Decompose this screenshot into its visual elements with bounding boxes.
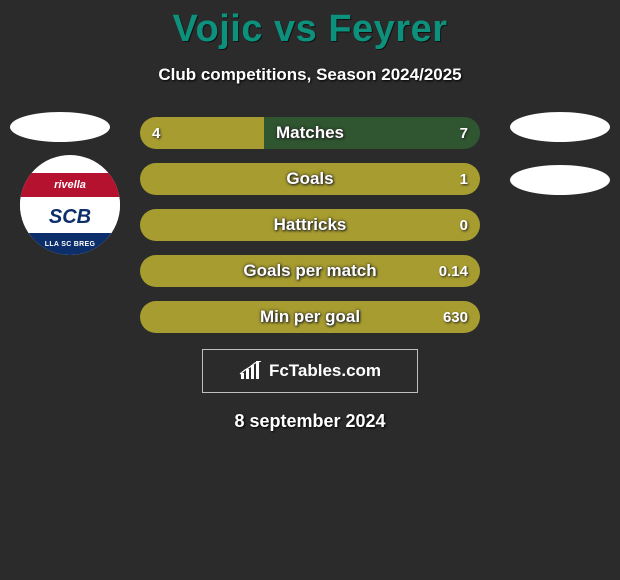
stat-bar: Goals1 (140, 163, 480, 195)
comparison-subtitle: Club competitions, Season 2024/2025 (0, 65, 620, 85)
badge-mid: SCB (20, 197, 120, 237)
badge-bottom-text: LLA SC BREG (45, 241, 96, 248)
comparison-content: rivella SCB LLA SC BREG 4Matches7 Goals1 H… (0, 117, 620, 333)
stat-value-right: 1 (460, 163, 468, 195)
comparison-title: Vojic vs Feyrer (0, 0, 620, 51)
bar-chart-icon (239, 361, 263, 381)
stat-bar: Hattricks0 (140, 209, 480, 241)
club-left-badge: rivella SCB LLA SC BREG (20, 155, 120, 255)
stat-value-right: 630 (443, 301, 468, 333)
stat-label: Hattricks (140, 209, 480, 241)
brand-badge: FcTables.com (202, 349, 418, 393)
stat-bar: 4Matches7 (140, 117, 480, 149)
stat-value-right: 0 (460, 209, 468, 241)
player-right-photo-placeholder (510, 112, 610, 142)
stat-bar: Goals per match0.14 (140, 255, 480, 287)
stat-bar: Min per goal630 (140, 301, 480, 333)
stat-label: Goals (140, 163, 480, 195)
stat-value-right: 0.14 (439, 255, 468, 287)
stat-value-right: 7 (460, 117, 468, 149)
stat-bars: 4Matches7 Goals1 Hattricks0 Goals per match… (140, 117, 480, 333)
badge-top-band: rivella (20, 173, 120, 197)
stat-label: Matches (140, 117, 480, 149)
comparison-date: 8 september 2024 (0, 411, 620, 432)
stat-label: Goals per match (140, 255, 480, 287)
badge-mid-text: SCB (49, 206, 91, 229)
brand-text: FcTables.com (269, 361, 381, 381)
player-left-photo-placeholder (10, 112, 110, 142)
stat-label: Min per goal (140, 301, 480, 333)
club-right-badge-placeholder (510, 165, 610, 195)
badge-top-text: rivella (54, 179, 86, 191)
badge-bottom-band: LLA SC BREG (20, 233, 120, 255)
